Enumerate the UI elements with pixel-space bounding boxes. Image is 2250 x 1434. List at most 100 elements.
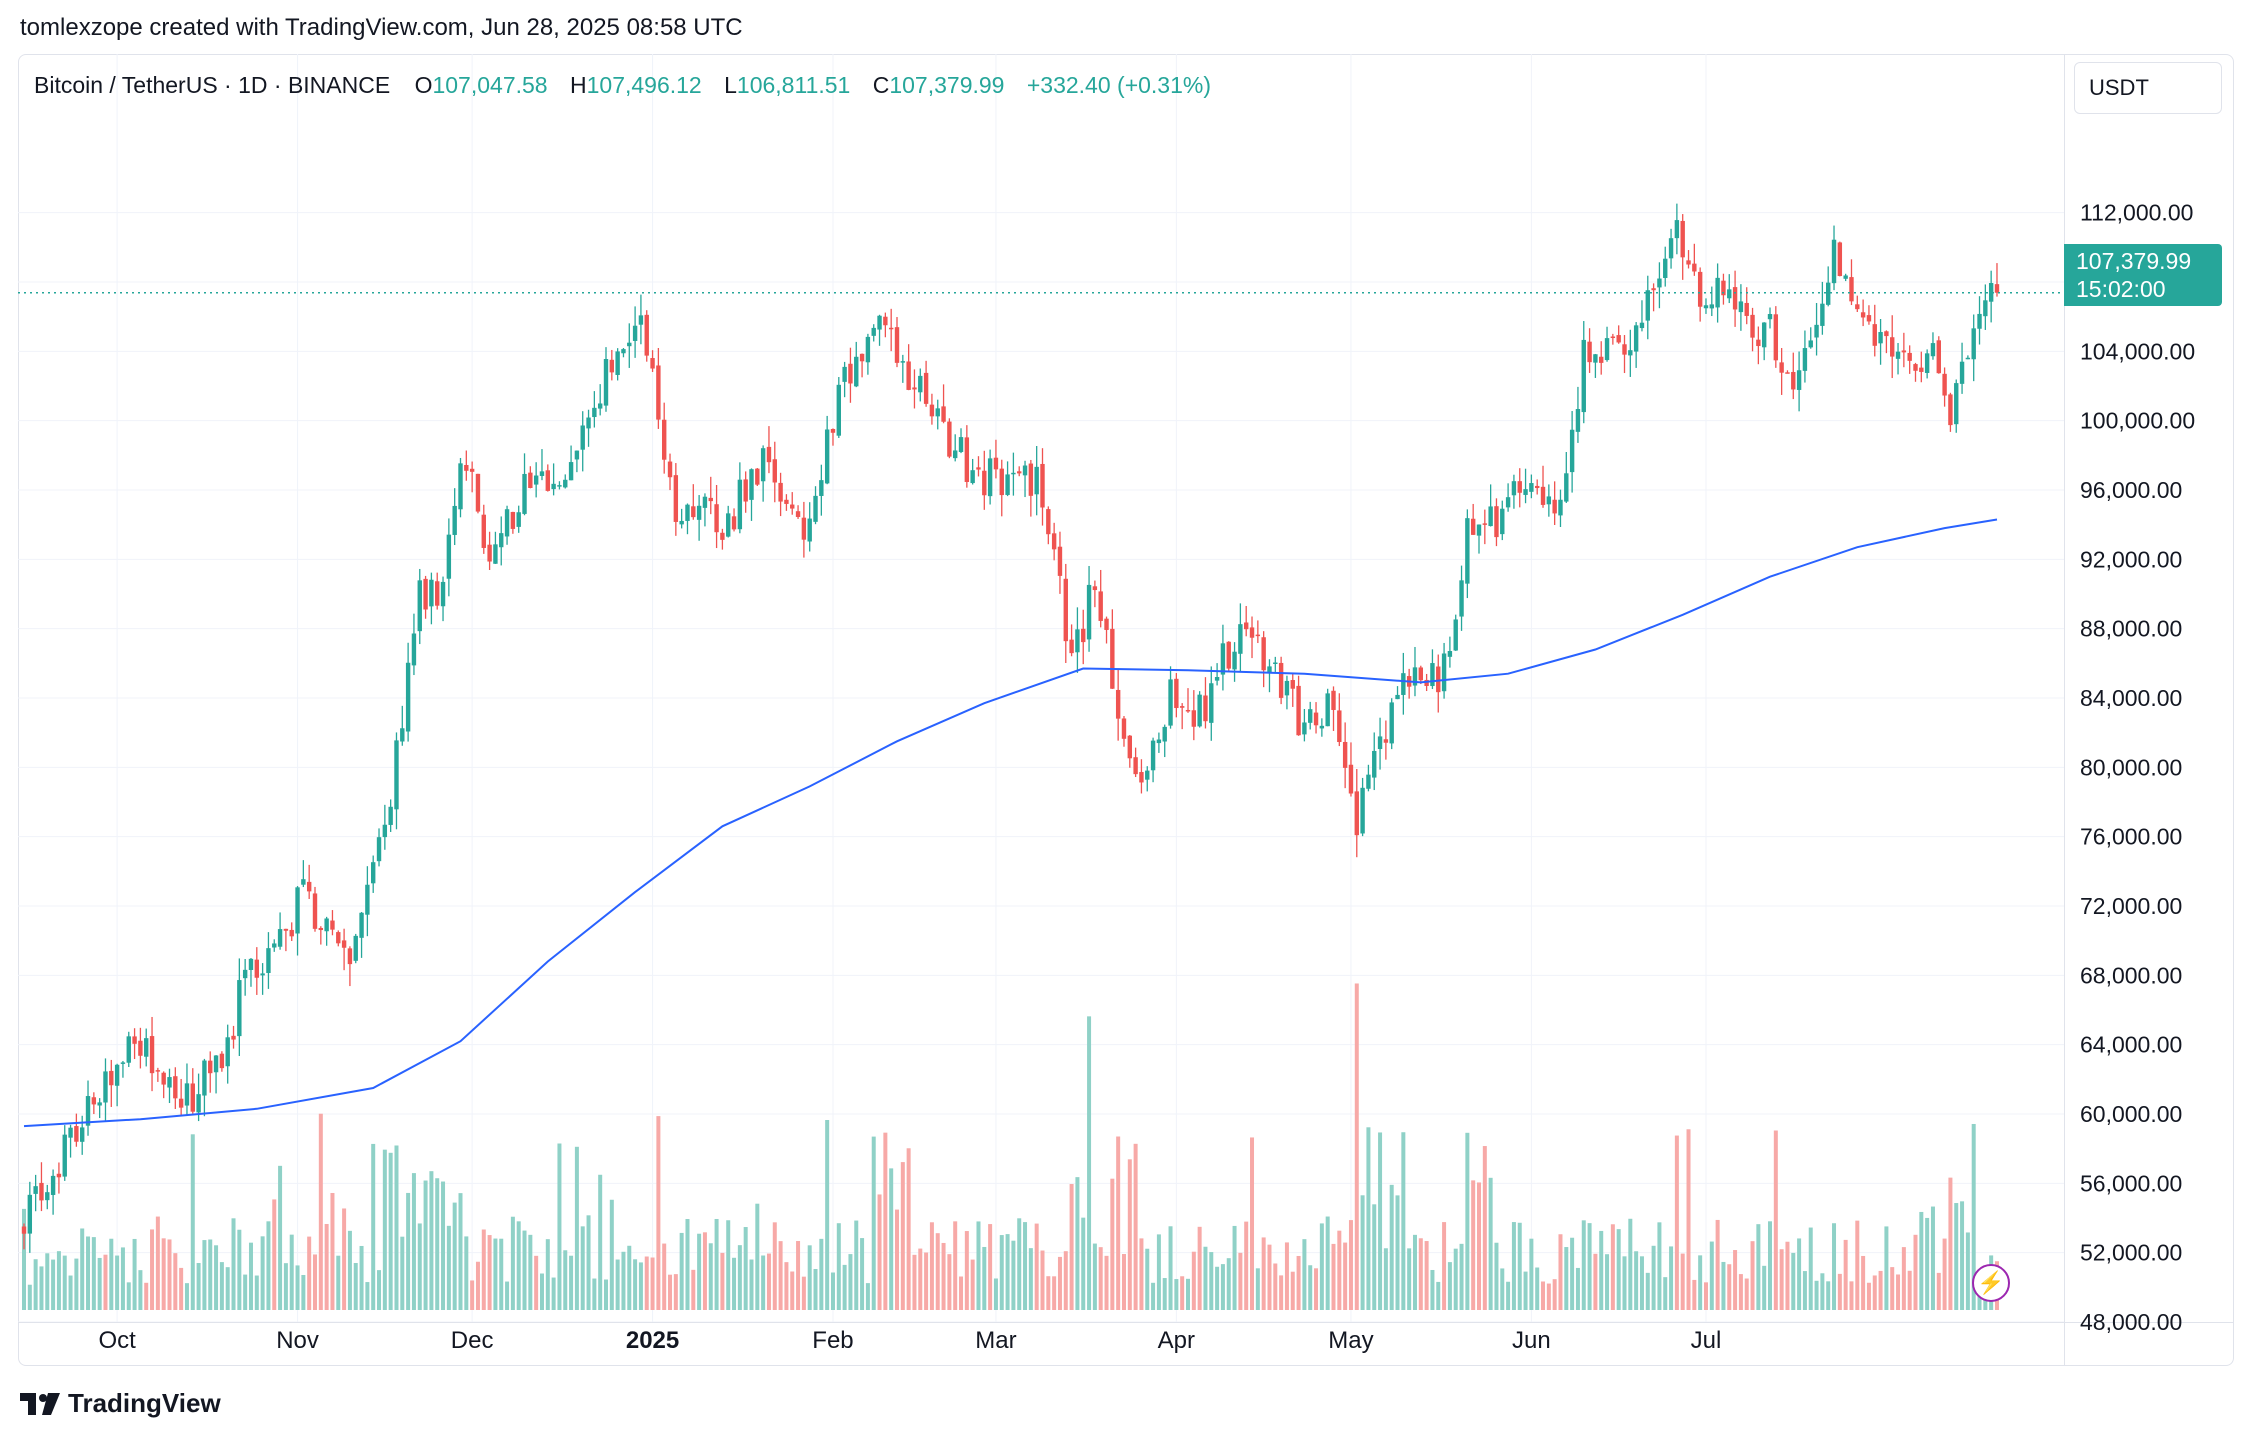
candle-body: [1750, 314, 1755, 338]
candle-body: [411, 633, 417, 666]
candle-body: [254, 959, 259, 978]
candle-body: [1954, 383, 1959, 425]
candle-body: [97, 1102, 102, 1106]
volume-bar: [470, 1280, 475, 1310]
candle-body: [306, 881, 312, 892]
candle-body: [749, 469, 754, 500]
volume-bar: [1151, 1282, 1156, 1310]
candle-body: [371, 862, 376, 884]
candle-body: [1191, 710, 1197, 727]
candle-body: [1884, 331, 1889, 337]
candle-body: [1639, 322, 1645, 329]
volume-bar: [598, 1174, 603, 1310]
volume-bar: [510, 1216, 515, 1310]
candle-body: [726, 513, 731, 537]
candle-body: [1133, 757, 1138, 775]
candle-body: [1959, 361, 1965, 384]
price-axis-label: 60,000.00: [2080, 1101, 2182, 1127]
candle-body: [1529, 483, 1534, 492]
volume-bar: [609, 1199, 614, 1310]
volume-bar: [1709, 1241, 1714, 1310]
candle-body: [545, 470, 550, 491]
price-axis-label: 56,000.00: [2080, 1170, 2182, 1196]
volume-bar: [924, 1252, 929, 1310]
currency-button[interactable]: USDT: [2074, 62, 2222, 114]
volume-bar: [1855, 1220, 1860, 1310]
volume-bar: [714, 1218, 719, 1310]
close-label: C: [872, 72, 890, 98]
candle-body: [301, 879, 306, 885]
volume-bar: [1273, 1263, 1278, 1310]
candle-body: [359, 912, 364, 938]
candle-body: [935, 408, 940, 417]
volume-bar: [202, 1240, 207, 1310]
volume-bar: [516, 1221, 521, 1310]
candle-body: [580, 425, 585, 450]
symbol-name[interactable]: Bitcoin / TetherUS · 1D · BINANCE: [34, 72, 391, 98]
volume-bar: [790, 1271, 795, 1310]
volume-bar: [1680, 1253, 1685, 1310]
candle-body: [1965, 357, 1971, 360]
candle-body: [1377, 736, 1383, 750]
volume-bar: [1564, 1247, 1569, 1310]
volume-bar: [423, 1180, 428, 1310]
candle-body: [586, 417, 591, 429]
lightning-icon[interactable]: ⚡: [1972, 1264, 2010, 1302]
candle-body: [650, 358, 655, 369]
volume-bar: [324, 1223, 329, 1310]
volume-bar: [499, 1238, 504, 1310]
candle-body: [1505, 497, 1511, 508]
volume-bar: [278, 1165, 283, 1310]
candle-body: [260, 973, 265, 976]
volume-bar: [1570, 1237, 1575, 1310]
candle-body: [1005, 474, 1010, 495]
volume-bar: [830, 1272, 835, 1310]
candle-body: [941, 406, 946, 422]
volume-bar: [1663, 1277, 1668, 1310]
candle-body: [1115, 689, 1121, 719]
candle-body: [1278, 662, 1284, 698]
candle-body: [132, 1036, 137, 1044]
volume-bar: [580, 1226, 585, 1310]
candle-body: [1948, 394, 1953, 426]
volume-bar: [1890, 1267, 1895, 1310]
candle-body: [656, 365, 661, 420]
candle-body: [499, 533, 504, 548]
candle-body: [1255, 634, 1261, 637]
candle-body: [1430, 663, 1435, 687]
candle-body: [347, 948, 353, 965]
volume-bar: [1383, 1248, 1388, 1310]
volume-bar: [1866, 1282, 1871, 1310]
candle-body: [1622, 344, 1627, 355]
price-axis[interactable]: 112,000.00108,000.00104,000.00100,000.00…: [2064, 54, 2234, 1366]
price-axis-label: 52,000.00: [2080, 1240, 2182, 1266]
candle-body: [161, 1072, 166, 1085]
candle-body: [1919, 367, 1924, 372]
candle-body: [627, 342, 632, 347]
price-chart[interactable]: Oct Nov Dec 2025 Feb Mar Apr May Jun Jul: [18, 54, 2064, 1366]
volume-bar: [1133, 1143, 1138, 1310]
volume-bar: [1785, 1241, 1790, 1310]
candle-body: [1185, 709, 1191, 712]
candle-body: [1290, 680, 1295, 689]
volume-bar: [237, 1229, 242, 1310]
candle-body: [1523, 489, 1528, 495]
candle-body: [1860, 312, 1866, 318]
candle-body: [423, 578, 428, 610]
volume-bar: [505, 1281, 510, 1310]
volume-bar: [737, 1245, 742, 1310]
volume-bar: [184, 1283, 189, 1310]
tradingview-logo[interactable]: TradingView: [20, 1388, 221, 1419]
candle-body: [539, 471, 545, 476]
candle-body: [1022, 465, 1028, 476]
volume-bar: [662, 1243, 667, 1310]
candle-body: [964, 437, 970, 482]
volume-bar: [1412, 1234, 1417, 1310]
candle-body: [155, 1070, 161, 1072]
brand-name: TradingView: [68, 1388, 221, 1418]
volume-bar: [772, 1222, 777, 1310]
volume-bar: [1692, 1279, 1697, 1310]
volume-bar: [1744, 1278, 1749, 1310]
volume-bar: [155, 1216, 160, 1310]
volume-bar: [993, 1278, 998, 1310]
